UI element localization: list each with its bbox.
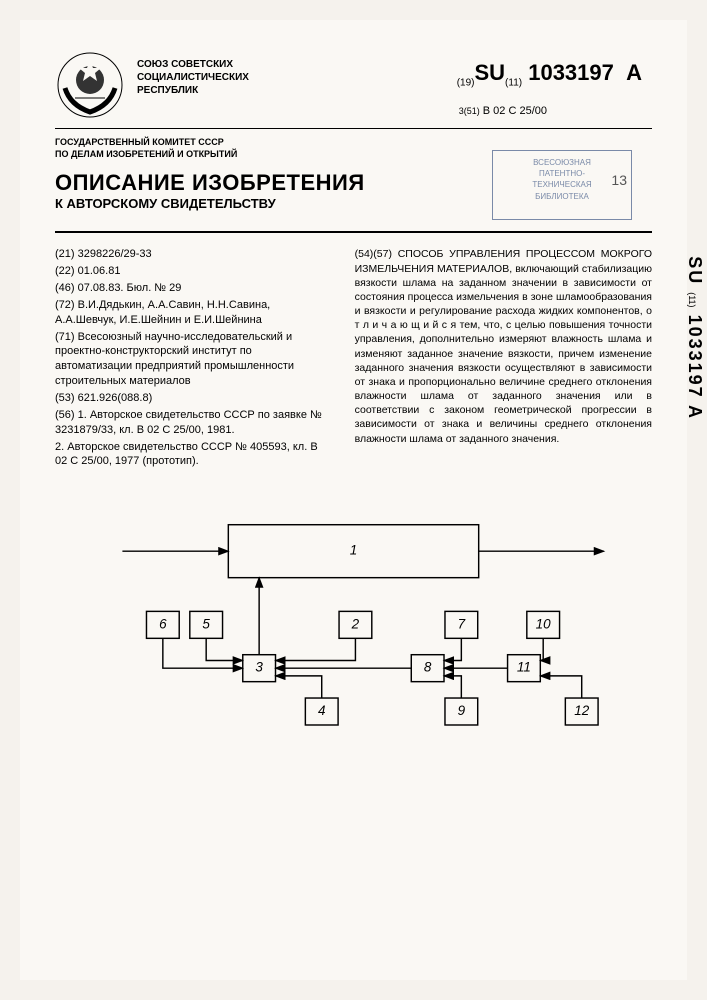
svg-text:9: 9 [458,703,466,718]
publication-number: (19)SU(11) 1033197 A [457,60,642,88]
svg-text:1: 1 [350,543,358,558]
library-stamp: ВСЕСОЮЗНАЯ ПАТЕНТНО- ТЕХНИЧЕСКАЯ БИБЛИОТ… [492,150,632,220]
document-subtitle: К АВТОРСКОМУ СВИДЕТЕЛЬСТВУ [55,196,365,211]
org-name: СОЮЗ СОВЕТСКИХ СОЦИАЛИСТИЧЕСКИХ РЕСПУБЛИ… [137,50,249,97]
reference-2: 2. Авторское свидетельство СССР № 405593… [55,440,330,470]
ipc-classification: 3(51) В 02 С 25/00 [459,105,547,117]
svg-text:10: 10 [536,617,551,632]
application-number: (21) 3298226/29-33 [55,247,330,262]
svg-text:11: 11 [517,660,531,675]
right-column: (54)(57) СПОСОБ УПРАВЛЕНИЯ ПРОЦЕССОМ МОК… [355,247,652,471]
inventors: (72) В.И.Дядькин, А.А.Савин, Н.Н.Савина,… [55,298,330,328]
bibliographic-data: (21) 3298226/29-33 (22) 01.06.81 (46) 07… [55,247,652,471]
filing-date: (22) 01.06.81 [55,264,330,279]
document-title: ОПИСАНИЕ ИЗОБРЕТЕНИЯ [55,170,365,196]
ussr-emblem [55,50,125,120]
udc: (53) 621.926(088.8) [55,391,330,406]
applicant: (71) Всесоюзный научно-исследовательский… [55,330,330,389]
svg-text:6: 6 [159,617,167,632]
svg-text:5: 5 [202,617,210,632]
svg-text:12: 12 [574,703,589,718]
abstract-text: (54)(57) СПОСОБ УПРАВЛЕНИЯ ПРОЦЕССОМ МОК… [355,247,652,445]
left-column: (21) 3298226/29-33 (22) 01.06.81 (46) 07… [55,247,330,471]
publication-date: (46) 07.08.83. Бюл. № 29 [55,281,330,296]
svg-text:7: 7 [458,617,466,632]
divider-thick [55,231,652,233]
block-diagram: 123456789101112 [55,501,652,741]
svg-text:3: 3 [255,660,263,675]
divider [55,128,652,129]
svg-text:2: 2 [351,617,360,632]
svg-text:4: 4 [318,703,326,718]
svg-text:8: 8 [424,660,432,675]
side-publication-label: SU (11) 1033197 A [684,256,705,420]
reference-1: (56) 1. Авторское свидетельство СССР по … [55,408,330,438]
